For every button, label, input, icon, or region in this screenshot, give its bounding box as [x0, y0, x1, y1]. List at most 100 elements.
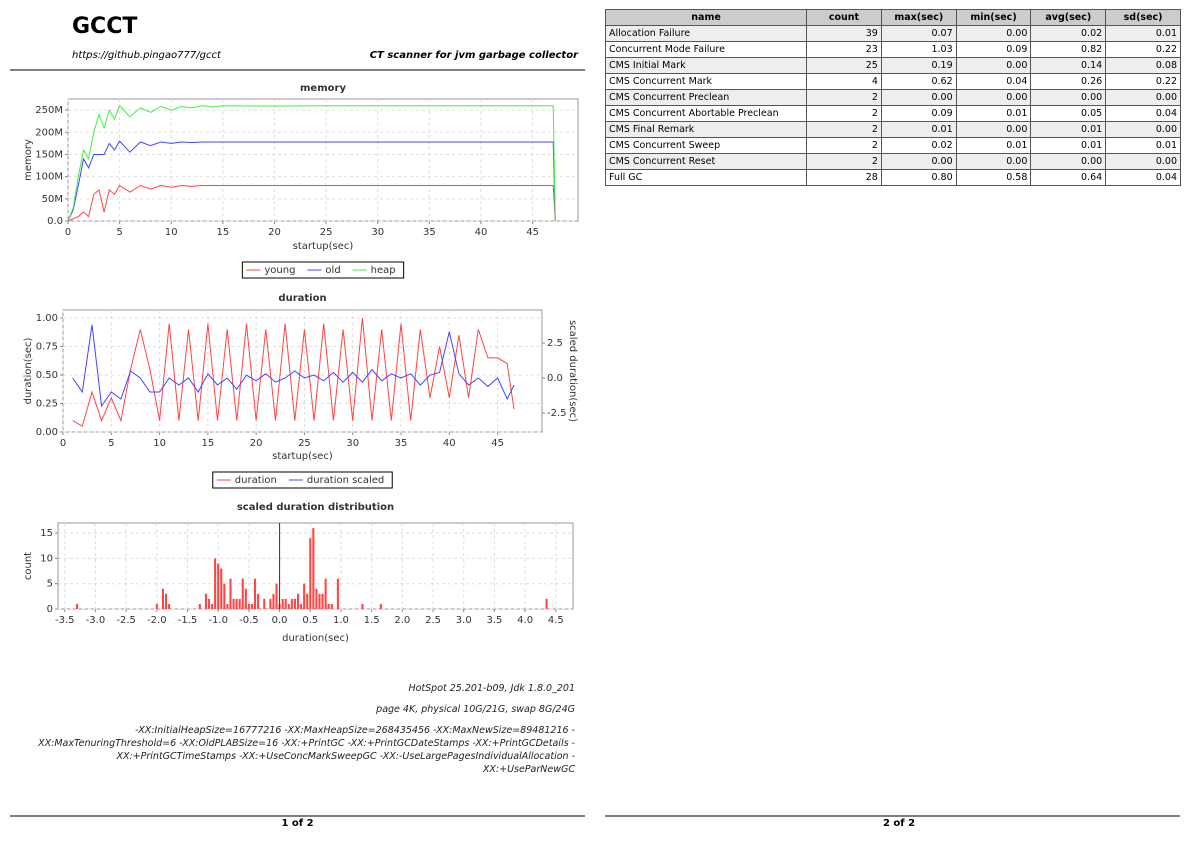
bar	[315, 588, 318, 609]
x-tick-label: 5	[116, 227, 122, 238]
table-cell: 0.05	[1030, 105, 1107, 122]
x-axis-label: startup(sec)	[272, 451, 333, 462]
x-tick-label: 45	[491, 438, 504, 449]
bar	[306, 593, 309, 609]
y-axis-label: count	[23, 552, 34, 580]
x-tick-label: 1.5	[364, 615, 380, 626]
series-line	[67, 104, 556, 222]
table-cell: 0.02	[880, 137, 957, 154]
table-cell: 0.00	[1105, 153, 1181, 170]
legend: duration duration scaled	[212, 471, 393, 489]
x-tick-label: -3.5	[55, 615, 75, 626]
table-cell: 0.22	[1105, 73, 1181, 90]
bar	[244, 588, 247, 609]
bar	[229, 578, 232, 609]
table-cell: 0.00	[1105, 121, 1181, 138]
table-cell: CMS Final Remark	[604, 121, 808, 138]
x-tick-label: 3.5	[486, 615, 502, 626]
x-tick-label: 0.5	[302, 615, 318, 626]
y-tick-label: 0	[47, 604, 53, 615]
series-line	[67, 140, 556, 222]
header-row: name count max(sec) min(sec) avg(sec) sd(sec)	[604, 9, 1181, 26]
table-cell: Concurrent Mode Failure	[604, 41, 808, 58]
bar	[379, 603, 382, 609]
x-tick-label: -0.5	[239, 615, 259, 626]
table-cell: 0.00	[1030, 153, 1107, 170]
bar	[272, 593, 275, 609]
table-cell: 0.01	[1105, 137, 1181, 154]
table-cell: 0.01	[955, 137, 1032, 154]
x-tick-label: 0.0	[272, 615, 288, 626]
env-line: HotSpot 25.201-b09, Jdk 1.8.0_201	[408, 683, 575, 694]
bar	[161, 588, 164, 609]
table-cell: 0.09	[880, 105, 957, 122]
column-header: sd(sec)	[1105, 9, 1181, 26]
y-tick-label: 15	[40, 528, 53, 539]
series-line	[72, 324, 515, 408]
table-row: CMS Final Remark 2 0.01 0.00 0.01 0.00	[604, 121, 1181, 138]
table-cell: 0.58	[955, 169, 1032, 186]
table-cell: 0.00	[955, 57, 1032, 74]
table-cell: 2	[806, 105, 882, 122]
table-cell: 0.01	[880, 121, 957, 138]
x-axis-label: startup(sec)	[293, 241, 354, 252]
x-tick-label: 20	[250, 438, 263, 449]
y-axis-label: duration(sec)	[23, 338, 34, 405]
x-axis-label: duration(sec)	[282, 633, 349, 644]
table-row: CMS Concurrent Abortable Preclean 2 0.09 0.…	[604, 105, 1181, 122]
legend-box	[241, 261, 405, 279]
table-cell: 0.64	[1030, 169, 1107, 186]
x-tick-label: 35	[395, 438, 408, 449]
table-cell: 0.00	[955, 153, 1032, 170]
column-header: min(sec)	[955, 9, 1032, 26]
x-tick-label: 2.0	[394, 615, 410, 626]
table-cell: CMS Concurrent Sweep	[604, 137, 808, 154]
x-tick-label: -2.0	[147, 615, 167, 626]
column-header: avg(sec)	[1030, 9, 1107, 26]
y-tick-label: 150M	[35, 149, 63, 160]
table-cell: Allocation Failure	[604, 25, 808, 42]
y-tick-label: 100M	[35, 172, 63, 183]
bar	[250, 603, 254, 609]
plot-area	[67, 98, 579, 222]
report-url: https://github.pingao777/gcct	[72, 50, 221, 61]
x-tick-label: 40	[443, 438, 456, 449]
legend: young old heap	[241, 261, 405, 279]
x-tick-label: 35	[423, 227, 436, 238]
table-cell: 0.01	[1030, 137, 1107, 154]
x-tick-label: 5	[108, 438, 114, 449]
x-tick-label: -2.5	[116, 615, 136, 626]
chart-title: duration	[278, 293, 326, 304]
table-cell: 0.00	[955, 25, 1032, 42]
x-tick-label: 25	[298, 438, 311, 449]
x-tick-label: 20	[268, 227, 281, 238]
legend-label: heap	[371, 265, 396, 276]
x-tick-label: 10	[165, 227, 178, 238]
x-tick-label: 30	[371, 227, 384, 238]
x-tick-label: 45	[526, 227, 539, 238]
table-cell: 0.01	[1030, 121, 1107, 138]
bar	[238, 598, 241, 609]
table-cell: 0.82	[1030, 41, 1107, 58]
column-header: max(sec)	[880, 9, 957, 26]
y2-tick-label: 2.5	[547, 338, 563, 349]
table-cell: 0.00	[880, 89, 957, 106]
table-cell: 0.62	[880, 73, 957, 90]
bar	[318, 593, 321, 609]
table-cell: 4	[806, 73, 882, 90]
env-line: page 4K, physical 10G/21G, swap 8G/24G	[376, 704, 575, 715]
x-tick-label: 4.5	[548, 615, 564, 626]
x-tick-label: 1.0	[333, 615, 349, 626]
bar	[300, 603, 303, 609]
bar	[217, 563, 220, 609]
bar	[336, 578, 339, 609]
x-tick-label: 4.0	[517, 615, 533, 626]
table-cell: 39	[806, 25, 882, 42]
page-number: 2 of 2	[882, 818, 916, 829]
table-cell: 0.00	[1105, 89, 1181, 106]
table-cell: 0.22	[1105, 41, 1181, 58]
bar	[198, 603, 201, 609]
table-cell: 0.04	[1105, 105, 1181, 122]
table-row: Allocation Failure 39 0.07 0.00 0.02 0.01	[604, 25, 1181, 42]
